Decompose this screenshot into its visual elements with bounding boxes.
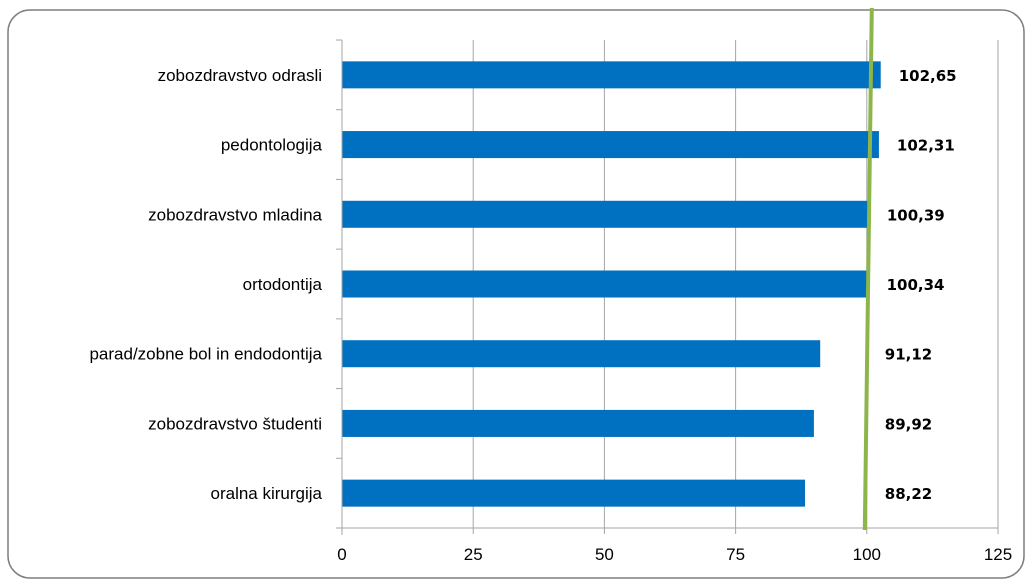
reference-line bbox=[862, 7, 874, 531]
data-label: 102,31 bbox=[897, 137, 955, 155]
category-label: zobozdravstvo mladina bbox=[148, 205, 322, 224]
data-label: 88,22 bbox=[885, 485, 932, 503]
x-tick-label: 100 bbox=[853, 545, 881, 564]
bar bbox=[342, 479, 805, 507]
category-label: parad/zobne bol in endodontija bbox=[89, 345, 322, 364]
x-tick-label: 50 bbox=[595, 545, 614, 564]
x-tick-label: 75 bbox=[726, 545, 745, 564]
reference-line-layer bbox=[862, 7, 874, 531]
x-tick-label: 125 bbox=[984, 545, 1012, 564]
axes bbox=[336, 39, 999, 535]
x-tick-label: 0 bbox=[337, 545, 346, 564]
bar bbox=[342, 61, 881, 89]
category-label: pedontologija bbox=[221, 136, 323, 155]
category-label: ortodontija bbox=[243, 275, 323, 294]
bar bbox=[342, 270, 869, 298]
data-label: 91,12 bbox=[885, 346, 932, 364]
x-tick-label: 25 bbox=[464, 545, 483, 564]
bar bbox=[342, 200, 869, 228]
data-label: 100,34 bbox=[887, 276, 945, 294]
bar bbox=[342, 409, 814, 437]
category-label: zobozdravstvo študenti bbox=[148, 414, 322, 433]
data-label: 89,92 bbox=[885, 415, 932, 433]
bars bbox=[342, 61, 881, 507]
labels: zobozdravstvo odrasli pedontologija zobozd… bbox=[89, 66, 1012, 564]
bar bbox=[342, 340, 821, 368]
bar bbox=[342, 131, 879, 159]
data-label: 100,39 bbox=[887, 206, 945, 224]
data-label: 102,65 bbox=[899, 67, 957, 85]
category-label: zobozdravstvo odrasli bbox=[158, 66, 322, 85]
category-label: oralna kirurgija bbox=[211, 484, 323, 503]
